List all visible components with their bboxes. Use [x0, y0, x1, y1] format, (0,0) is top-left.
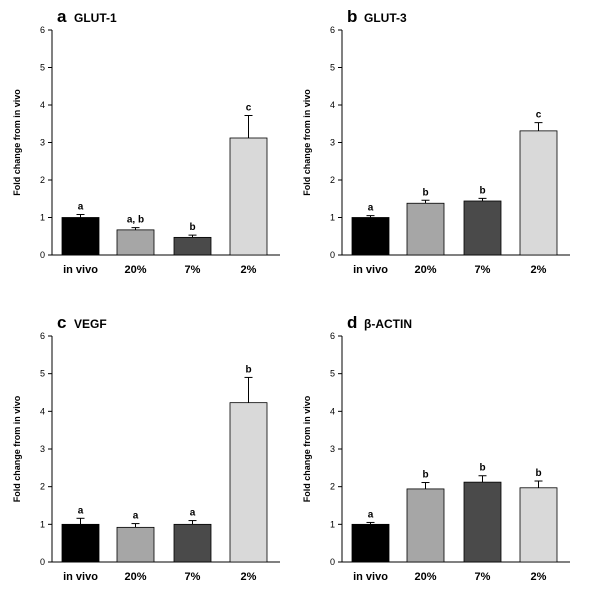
bar-2 [116, 526, 155, 563]
y-tick-label: 4 [40, 100, 45, 110]
significance-label: a [133, 511, 139, 522]
bar-1 [351, 217, 390, 256]
significance-label: a [368, 203, 374, 214]
y-tick-label: 0 [330, 557, 335, 567]
y-tick-label: 1 [40, 213, 45, 223]
significance-label: b [479, 185, 485, 196]
panel-title: GLUT-3 [364, 11, 407, 25]
y-axis-label: Fold change from in vivo [302, 89, 312, 196]
bar-3 [463, 200, 502, 256]
significance-label: c [536, 110, 542, 121]
category-label: 7% [185, 571, 201, 583]
panel-letter: c [57, 313, 66, 332]
bar-1 [61, 217, 100, 256]
y-tick-label: 2 [40, 482, 45, 492]
y-tick-label: 4 [330, 406, 335, 416]
y-axis-label: Fold change from in vivo [12, 89, 22, 196]
bar-1 [351, 523, 390, 563]
category-label: 7% [475, 571, 491, 583]
y-tick-label: 3 [330, 138, 335, 148]
category-label: 2% [531, 571, 547, 583]
significance-label: a, b [127, 215, 144, 226]
y-tick-label: 5 [330, 63, 335, 73]
y-tick-label: 5 [330, 369, 335, 379]
significance-label: a [368, 509, 374, 520]
y-tick-label: 3 [330, 444, 335, 454]
significance-label: b [245, 364, 251, 375]
y-tick-label: 0 [330, 250, 335, 260]
panel-letter: d [347, 313, 357, 332]
bar-4 [229, 137, 268, 256]
chart-panel-b: b GLUT-3 Fold change from in vivo 0 1 2 3 4 5 6 a i… [302, 7, 570, 276]
bar-1 [61, 523, 100, 563]
category-label: in vivo [63, 264, 98, 276]
y-tick-label: 5 [40, 63, 45, 73]
significance-label: c [246, 103, 252, 114]
category-label: in vivo [353, 264, 388, 276]
y-tick-label: 2 [40, 175, 45, 185]
significance-label: a [190, 508, 196, 519]
panel-letter: b [347, 7, 357, 26]
category-label: 20% [124, 571, 146, 583]
y-tick-label: 1 [330, 213, 335, 223]
category-label: 2% [241, 571, 257, 583]
panel-title: β-ACTIN [364, 317, 412, 331]
y-tick-label: 6 [40, 25, 45, 35]
category-label: in vivo [63, 571, 98, 583]
panel-letter: a [57, 7, 67, 26]
y-axis-label: Fold change from in vivo [12, 395, 22, 502]
y-tick-label: 6 [330, 25, 335, 35]
category-label: 7% [475, 264, 491, 276]
significance-label: b [422, 187, 428, 198]
bar-4 [229, 402, 268, 563]
y-tick-label: 0 [40, 250, 45, 260]
category-label: 20% [414, 264, 436, 276]
bar-3 [173, 523, 212, 563]
chart-panel-a: a GLUT-1 Fold change from in vivo 0 1 2 3 4 5 6 a i… [12, 7, 280, 276]
y-tick-label: 6 [330, 331, 335, 341]
category-label: 7% [185, 264, 201, 276]
y-tick-label: 1 [330, 519, 335, 529]
category-label: 2% [241, 264, 257, 276]
significance-label: b [479, 463, 485, 474]
chart-panel-c: c VEGF Fold change from in vivo 0 1 2 3 4 5 6 a in … [12, 313, 280, 583]
significance-label: a [78, 505, 84, 516]
bar-2 [406, 202, 445, 256]
category-label: 2% [531, 264, 547, 276]
chart-panel-d: d β-ACTIN Fold change from in vivo 0 1 2 3 4 5 6 a… [302, 313, 570, 583]
significance-label: b [189, 222, 195, 233]
y-tick-label: 2 [330, 482, 335, 492]
y-axis-label: Fold change from in vivo [302, 395, 312, 502]
y-tick-label: 2 [330, 175, 335, 185]
panel-title: GLUT-1 [74, 11, 117, 25]
y-tick-label: 4 [330, 100, 335, 110]
y-tick-label: 3 [40, 444, 45, 454]
y-tick-label: 0 [40, 557, 45, 567]
bar-4 [519, 487, 558, 563]
y-tick-label: 4 [40, 406, 45, 416]
bar-3 [463, 481, 502, 563]
y-tick-label: 5 [40, 369, 45, 379]
bar-2 [406, 488, 445, 563]
y-tick-label: 3 [40, 138, 45, 148]
significance-label: a [78, 202, 84, 213]
bar-2 [116, 229, 155, 256]
category-label: 20% [414, 571, 436, 583]
y-tick-label: 6 [40, 331, 45, 341]
bar-3 [173, 236, 212, 256]
y-tick-label: 1 [40, 519, 45, 529]
category-label: 20% [124, 264, 146, 276]
bar-4 [519, 130, 558, 256]
category-label: in vivo [353, 571, 388, 583]
significance-label: b [422, 470, 428, 481]
panel-title: VEGF [74, 317, 107, 331]
significance-label: b [535, 468, 541, 479]
